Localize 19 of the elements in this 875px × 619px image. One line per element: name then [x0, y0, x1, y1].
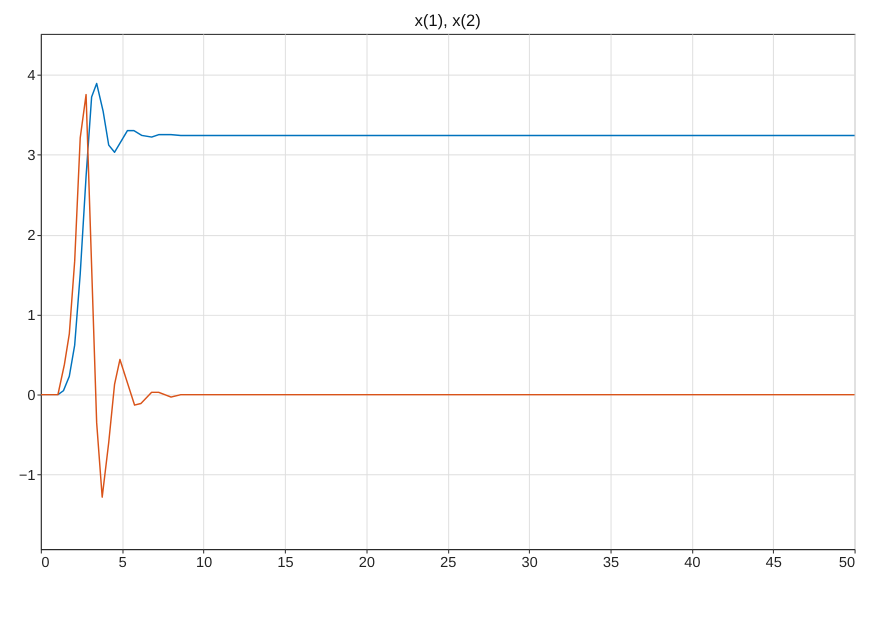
- x-tick-label: 0: [41, 555, 50, 572]
- x-tick-label: 30: [521, 555, 538, 572]
- y-tick-label: 2: [27, 228, 36, 244]
- x-tick-label: 20: [358, 555, 375, 572]
- x-tick-label: 25: [440, 555, 456, 572]
- x-tick-label: 40: [684, 555, 700, 572]
- x-tick-label: 5: [118, 555, 127, 572]
- y-tick-label: 0: [27, 388, 36, 404]
- x-tick-label: 35: [602, 555, 620, 572]
- y-tick-label: −1: [18, 468, 36, 484]
- y-tick-label: 3: [27, 148, 36, 164]
- y-tick-label: 4: [27, 68, 36, 84]
- line-series: [40, 94, 855, 498]
- y-tick-label: 1: [27, 308, 36, 324]
- chart-title: x(1), x(2): [414, 11, 481, 30]
- x-tick-label: 15: [277, 555, 294, 572]
- x-tick-label: 50: [838, 555, 856, 572]
- x-tick-label: 45: [766, 555, 782, 572]
- x-tick-label: 10: [196, 555, 212, 572]
